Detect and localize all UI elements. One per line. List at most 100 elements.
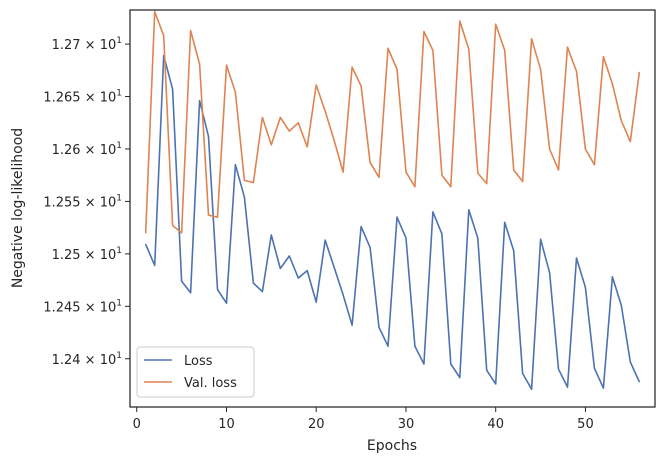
- y-axis-title: Negative log-likelihood: [10, 128, 26, 288]
- data-point: [593, 367, 596, 369]
- legend-label: Loss: [184, 354, 213, 369]
- data-point: [172, 224, 174, 227]
- data-point: [270, 144, 272, 146]
- x-axis-ticks: 0 10 20 30 40 50: [133, 407, 594, 432]
- y-tick-label: 1.255 × 101: [43, 193, 122, 210]
- data-point: [333, 140, 335, 142]
- y-tick-label: 1.245 × 101: [43, 298, 122, 315]
- data-point: [459, 20, 461, 22]
- data-point: [252, 282, 254, 284]
- data-point: [396, 68, 398, 70]
- data-point: [181, 280, 183, 282]
- data-point: [360, 85, 362, 87]
- data-point: [261, 291, 263, 293]
- data-point: [513, 250, 515, 252]
- data-point: [199, 63, 201, 65]
- data-point: [225, 302, 228, 304]
- data-point: [297, 122, 299, 124]
- data-point: [243, 196, 245, 198]
- data-point: [638, 71, 640, 73]
- data-point: [315, 301, 317, 303]
- data-point: [584, 148, 587, 150]
- data-point: [495, 23, 497, 25]
- data-point: [172, 88, 174, 90]
- data-point: [423, 363, 425, 365]
- data-point: [629, 361, 631, 363]
- data-point: [351, 66, 353, 68]
- data-point: [468, 209, 470, 211]
- data-point: [620, 120, 622, 122]
- data-point: [378, 326, 380, 328]
- data-point: [486, 369, 488, 371]
- data-point: [333, 266, 335, 269]
- data-point: [297, 277, 299, 279]
- data-point: [190, 292, 192, 294]
- data-point: [495, 383, 497, 385]
- data-point: [593, 164, 596, 166]
- series-line-val-loss: [144, 10, 641, 234]
- data-point: [414, 186, 416, 188]
- data-point: [620, 304, 622, 306]
- data-point: [566, 46, 569, 48]
- data-point: [261, 116, 263, 119]
- data-point: [396, 216, 398, 218]
- data-point: [405, 237, 407, 239]
- x-tick-label: 20: [308, 417, 325, 432]
- data-point: [154, 264, 156, 266]
- data-point: [486, 183, 488, 185]
- data-point: [279, 267, 281, 270]
- legend: Loss Val. loss: [136, 346, 255, 398]
- data-point: [513, 169, 515, 171]
- data-point: [199, 100, 201, 102]
- data-point: [531, 388, 533, 390]
- data-point: [207, 214, 210, 216]
- x-tick-label: 30: [398, 417, 415, 432]
- x-tick-label: 50: [577, 417, 594, 432]
- data-point: [602, 56, 605, 58]
- x-tick-label: 10: [218, 417, 235, 432]
- data-point: [181, 232, 183, 234]
- data-point: [549, 272, 551, 274]
- data-point: [468, 48, 470, 50]
- data-point: [252, 181, 254, 184]
- data-point: [145, 243, 147, 245]
- y-tick-label: 1.26 × 101: [52, 141, 122, 158]
- x-tick-label: 40: [487, 417, 504, 432]
- data-point: [432, 211, 434, 213]
- data-point: [477, 237, 479, 239]
- data-point: [342, 171, 344, 173]
- data-point: [387, 47, 389, 49]
- data-point: [342, 294, 344, 296]
- data-point: [288, 255, 290, 257]
- data-point: [324, 239, 326, 241]
- data-point: [531, 38, 533, 40]
- data-point: [566, 386, 569, 388]
- data-point: [234, 164, 236, 166]
- y-axis-ticks: 1.24 × 101 1.245 × 101 1.25 × 101 1.255 × 1…: [43, 36, 130, 368]
- data-point: [288, 130, 290, 132]
- data-point: [324, 110, 326, 112]
- data-point: [351, 324, 353, 326]
- data-point: [369, 247, 371, 249]
- data-point: [405, 171, 407, 173]
- data-point: [154, 11, 156, 13]
- data-point: [611, 276, 614, 278]
- data-point: [522, 372, 524, 374]
- data-point: [611, 83, 614, 85]
- series-line-loss: [144, 54, 641, 391]
- data-point: [557, 368, 560, 370]
- data-point: [522, 180, 524, 183]
- data-point: [441, 174, 443, 176]
- y-tick-label: 1.25 × 101: [52, 246, 122, 263]
- data-point: [270, 234, 272, 236]
- data-point: [477, 172, 479, 174]
- data-point: [602, 387, 605, 389]
- data-point: [207, 135, 210, 137]
- data-point: [638, 381, 640, 383]
- data-point: [306, 270, 308, 272]
- data-point: [575, 70, 578, 72]
- data-point: [432, 49, 434, 52]
- data-point: [360, 226, 362, 228]
- data-point: [306, 146, 308, 148]
- x-tick-label: 0: [133, 417, 141, 432]
